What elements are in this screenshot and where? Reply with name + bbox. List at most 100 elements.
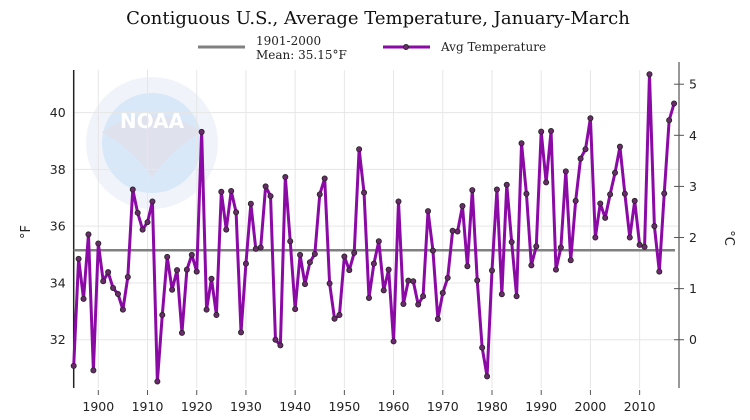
data-point	[420, 293, 427, 300]
data-point	[405, 277, 412, 284]
x-tick-label: 1920	[181, 399, 213, 414]
y-tick-label-left: 36	[50, 219, 66, 234]
axes: 1900 1910 1920 1930 1940 1950 1960 1970 1980 1990…	[50, 62, 697, 414]
y-tick-label-right: 4	[689, 128, 697, 143]
data-point	[336, 312, 343, 319]
data-point	[365, 294, 372, 301]
data-point	[439, 289, 446, 296]
data-point	[484, 373, 491, 380]
data-point	[174, 267, 181, 274]
data-point	[449, 227, 456, 234]
data-point	[356, 146, 363, 153]
data-point	[508, 239, 515, 246]
data-point	[223, 226, 230, 233]
data-point	[661, 190, 668, 197]
x-tick-label: 1980	[476, 399, 508, 414]
data-point	[346, 267, 353, 274]
data-point	[493, 186, 500, 193]
x-tick-label: 1910	[132, 399, 164, 414]
data-point	[80, 295, 87, 302]
x-tick-label: 1960	[378, 399, 410, 414]
y-tick-label-left: 40	[50, 105, 66, 120]
data-point	[287, 238, 294, 245]
data-point	[513, 293, 520, 300]
data-point	[110, 285, 117, 292]
data-point	[587, 115, 594, 122]
data-point	[100, 278, 107, 285]
data-point	[469, 187, 476, 194]
data-point	[395, 198, 402, 205]
data-point	[390, 338, 397, 345]
data-point	[671, 100, 678, 107]
legend-series-marker	[402, 44, 409, 51]
data-point	[597, 200, 604, 207]
data-point	[646, 71, 653, 78]
data-point	[105, 269, 112, 276]
data-point	[213, 312, 220, 319]
y-tick-label-right: 0	[689, 332, 697, 347]
data-point	[297, 251, 304, 258]
data-point	[415, 301, 422, 308]
data-point	[262, 183, 269, 190]
x-tick-label: 1900	[82, 399, 114, 414]
data-point	[503, 181, 510, 188]
data-point	[429, 247, 436, 254]
data-point	[178, 329, 185, 336]
x-tick-label: 1970	[427, 399, 459, 414]
data-point	[651, 223, 658, 230]
noaa-logo-watermark: NOAA	[86, 77, 218, 209]
data-point	[159, 312, 166, 319]
data-point	[139, 226, 146, 233]
data-point	[183, 266, 190, 273]
data-point	[228, 187, 235, 194]
data-point	[385, 266, 392, 273]
data-point	[193, 268, 200, 275]
data-point	[656, 268, 663, 275]
data-point	[119, 306, 126, 313]
data-point	[562, 168, 569, 175]
data-point	[361, 189, 368, 196]
data-point	[351, 249, 358, 256]
data-point	[533, 243, 540, 250]
data-point	[488, 267, 495, 274]
legend: 1901-2000 Mean: 35.15°F Avg Temperature	[198, 34, 546, 62]
data-point	[626, 234, 633, 241]
data-point	[242, 260, 249, 267]
data-point	[612, 169, 619, 176]
data-point	[301, 281, 308, 288]
legend-mean-label-1: 1901-2000	[256, 34, 321, 48]
data-point	[518, 140, 525, 147]
data-point	[238, 329, 245, 336]
data-point	[144, 219, 151, 226]
data-point	[114, 291, 121, 298]
y-axis-label-right: °C	[721, 230, 736, 246]
data-point	[464, 263, 471, 270]
data-point	[474, 277, 481, 284]
data-point	[198, 128, 205, 135]
data-point	[272, 336, 279, 343]
data-point	[341, 253, 348, 260]
data-point	[164, 253, 171, 260]
data-point	[631, 197, 638, 204]
chart-title: Contiguous U.S., Average Temperature, Ja…	[126, 8, 630, 29]
legend-mean-label-2: Mean: 35.15°F	[256, 48, 347, 62]
data-point	[582, 146, 589, 153]
data-point	[277, 342, 284, 349]
y-tick-label-right: 2	[689, 230, 697, 245]
data-point	[444, 274, 451, 281]
x-tick-label: 1990	[525, 399, 557, 414]
data-point	[267, 193, 274, 200]
data-point	[124, 273, 131, 280]
data-point	[257, 244, 264, 251]
legend-series-label: Avg Temperature	[440, 40, 546, 54]
data-point	[641, 243, 648, 250]
data-point	[602, 214, 609, 221]
data-point	[292, 306, 299, 313]
data-point	[311, 250, 318, 257]
x-tick-label: 2000	[575, 399, 607, 414]
data-point	[331, 315, 338, 322]
data-point	[434, 316, 441, 323]
data-point	[95, 240, 102, 247]
data-point	[208, 275, 215, 282]
